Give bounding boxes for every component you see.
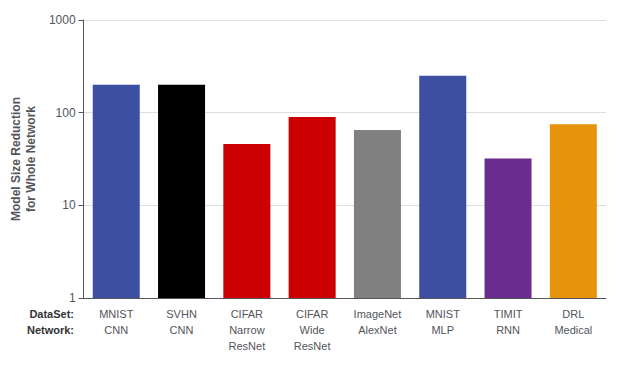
svg-text:SVHN: SVHN — [166, 308, 197, 320]
svg-text:ResNet: ResNet — [294, 340, 331, 352]
svg-text:Model Size Reduction: Model Size Reduction — [9, 97, 23, 221]
svg-text:100: 100 — [56, 106, 76, 120]
svg-text:10: 10 — [62, 198, 76, 212]
svg-text:CNN: CNN — [170, 324, 194, 336]
svg-text:for Whole Network: for Whole Network — [24, 106, 38, 212]
svg-text:CIFAR: CIFAR — [296, 308, 328, 320]
svg-text:AlexNet: AlexNet — [358, 324, 397, 336]
svg-text:RNN: RNN — [496, 324, 520, 336]
svg-text:CIFAR: CIFAR — [231, 308, 263, 320]
svg-text:ResNet: ResNet — [229, 340, 266, 352]
svg-text:MLP: MLP — [431, 324, 454, 336]
svg-text:DRL: DRL — [562, 308, 584, 320]
svg-text:Network:: Network: — [27, 324, 74, 336]
svg-text:Medical: Medical — [554, 324, 592, 336]
svg-text:Wide: Wide — [300, 324, 325, 336]
svg-text:1: 1 — [69, 291, 76, 305]
svg-text:TIMIT: TIMIT — [494, 308, 523, 320]
svg-text:MNIST: MNIST — [99, 308, 134, 320]
svg-text:ImageNet: ImageNet — [354, 308, 402, 320]
svg-text:Narrow: Narrow — [229, 324, 265, 336]
svg-text:CNN: CNN — [104, 324, 128, 336]
svg-text:1000: 1000 — [49, 13, 76, 27]
svg-text:DataSet:: DataSet: — [29, 308, 74, 320]
svg-text:MNIST: MNIST — [426, 308, 461, 320]
